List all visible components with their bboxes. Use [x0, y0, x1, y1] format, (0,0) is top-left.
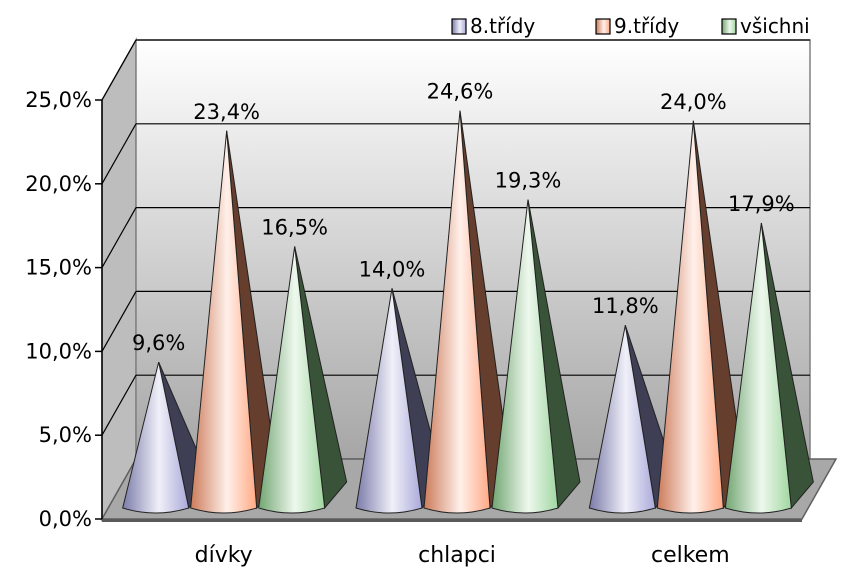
data-label: 17,9% — [728, 192, 795, 216]
floor-edge — [102, 519, 802, 522]
y-tick-label: 25,0% — [25, 88, 92, 112]
cone-2-0 — [258, 246, 348, 514]
legend-label: všichni — [740, 14, 810, 38]
category-label: dívky — [195, 543, 253, 568]
category-labels: dívky chlapci celkem — [195, 543, 730, 568]
legend-swatch — [595, 18, 611, 35]
category-label: chlapci — [418, 543, 496, 568]
cones — [122, 110, 814, 514]
data-label: 11,8% — [592, 294, 659, 318]
gridline-side — [101, 39, 137, 101]
cone-2-2 — [724, 222, 814, 514]
gridline-side — [101, 374, 137, 436]
legend: 8.třídy 9.třídy všichni — [451, 14, 810, 38]
y-tick-label: 15,0% — [25, 256, 92, 280]
data-label: 24,0% — [660, 90, 727, 114]
y-tick-label: 20,0% — [25, 172, 92, 196]
y-tick-label: 10,0% — [25, 339, 92, 363]
cone-1-2 — [656, 120, 746, 514]
legend-label: 8.třídy — [470, 14, 535, 38]
data-label: 14,0% — [359, 257, 426, 281]
data-label: 16,5% — [261, 215, 328, 239]
data-labels: 9,6% 23,4% 16,5% 14,0% 24,6% 19,3% 11,8% 24,0% 1… — [132, 80, 795, 355]
y-axis: 0,0% 5,0% 10,0% 15,0% 20,0% 25,0% — [25, 88, 103, 531]
data-label: 19,3% — [495, 169, 562, 193]
category-label: celkem — [651, 543, 730, 568]
gridline-side — [101, 291, 137, 352]
data-label: 9,6% — [132, 331, 185, 355]
y-tick-label: 0,0% — [39, 507, 92, 531]
legend-label: 9.třídy — [614, 14, 679, 38]
legend-item: 9.třídy — [595, 14, 679, 38]
gridline-side — [101, 123, 137, 185]
legend-swatch — [721, 18, 737, 35]
data-label: 24,6% — [427, 80, 494, 104]
legend-item: všichni — [721, 14, 810, 38]
y-tick-label: 5,0% — [39, 423, 92, 447]
legend-item: 8.třídy — [451, 14, 535, 38]
legend-swatch — [451, 18, 467, 35]
cone-2-1 — [491, 199, 581, 514]
data-label: 23,4% — [193, 100, 260, 124]
gridline-side — [101, 207, 137, 268]
side-wall — [101, 37, 137, 522]
